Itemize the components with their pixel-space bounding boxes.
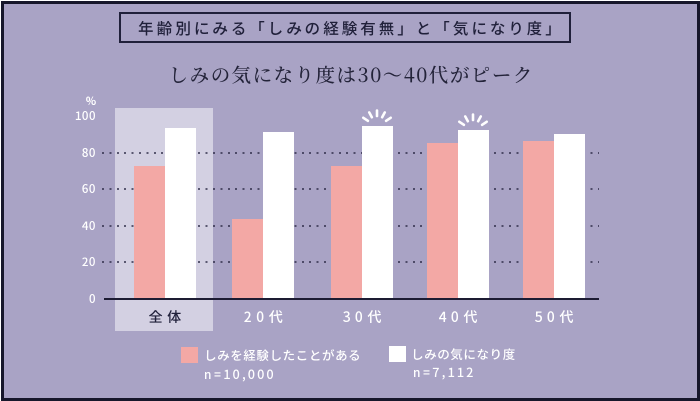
bar-50代-experienced [523,140,554,298]
bar-全体-experienced [134,166,165,298]
plot-area: 0 20 40 60 80 100 % [4,4,697,331]
bar-40代-concern [457,129,489,298]
bar-30代-experienced [331,166,362,298]
category-label-50代: 50代 [534,306,578,327]
y-tick-60: 60 [81,181,96,198]
bar-20代-experienced [232,219,263,298]
legend-swatch-pink [181,347,198,363]
legend-sample-concern: n=7,112 [413,361,476,381]
chart-subtitle: しみの気になり度は30〜40代がピーク [168,60,534,88]
bar-50代-concern [553,133,585,298]
legend-label-concern: しみの気になり度 [411,343,516,363]
gridline-80 [102,151,599,154]
y-tick-80: 80 [81,144,96,161]
bar-20代-concern [262,131,295,298]
peak-rays-40代 [458,113,489,127]
legend-label-experienced: しみを経験したことがある [204,345,362,364]
chart-title: 年齢別にみる「しみの経験有無」と「気になり度」 [138,16,564,39]
bar-全体-concern [164,128,196,298]
y-tick-0: 0 [88,291,96,307]
peak-rays-30代 [362,109,393,123]
legend-sample-experienced: n=10,000 [204,364,276,383]
category-label-40代: 40代 [438,306,482,327]
y-axis-unit-label: % [85,93,96,109]
y-tick-100: 100 [74,108,96,125]
legend-swatch-white [389,345,406,362]
category-label-30代: 30代 [342,306,386,327]
chart-title-box: 年齢別にみる「しみの経験有無」と「気になり度」 [119,12,571,43]
y-tick-20: 20 [81,254,96,271]
bar-40代-experienced [427,142,458,298]
y-tick-40: 40 [81,217,96,234]
bar-30代-concern [361,126,393,298]
category-label-全体: 全体 [148,306,186,327]
category-label-20代: 20代 [243,306,288,327]
x-axis-line [104,298,599,300]
